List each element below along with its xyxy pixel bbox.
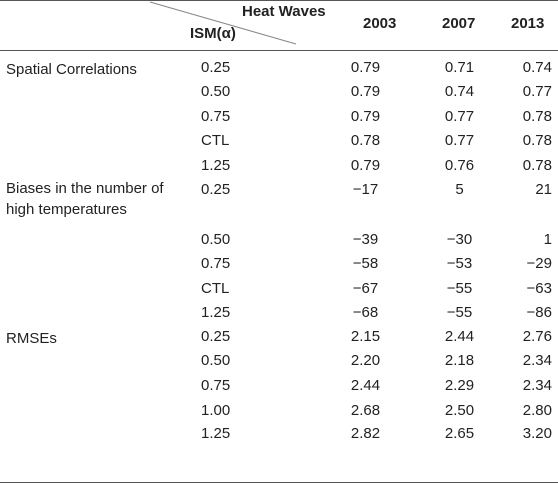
alpha-cell: 1.25 — [201, 425, 231, 442]
value-cell-2007: 0.77 — [444, 132, 475, 149]
header-bottom-rule — [0, 50, 558, 51]
column-group-label: Heat Waves — [242, 3, 326, 20]
alpha-cell: 0.75 — [201, 108, 231, 125]
value-cell-2003: 2.82 — [350, 425, 381, 442]
value-cell-2003: 0.78 — [350, 132, 381, 149]
value-cell-2013: −63 — [526, 280, 552, 297]
alpha-cell: 0.50 — [201, 83, 231, 100]
value-cell-2003: −68 — [352, 304, 379, 321]
alpha-cell: 0.25 — [201, 181, 231, 198]
value-cell-2013: 0.78 — [522, 108, 552, 125]
value-cell-2007: 0.77 — [444, 108, 475, 125]
alpha-cell: CTL — [201, 280, 230, 297]
group-label-line: RMSEs — [6, 330, 57, 347]
group-label-line: high temperatures — [6, 201, 127, 218]
value-cell-2013: 0.78 — [522, 157, 552, 174]
alpha-cell: 0.50 — [201, 352, 231, 369]
value-cell-2007: −55 — [446, 304, 473, 321]
alpha-cell: 0.75 — [201, 377, 231, 394]
value-cell-2007: 2.44 — [444, 328, 475, 345]
table-top-rule — [0, 0, 558, 1]
value-cell-2013: 0.78 — [522, 132, 552, 149]
value-cell-2013: 2.80 — [522, 402, 552, 419]
alpha-cell: 0.25 — [201, 59, 231, 76]
table-header: Heat Waves ISM(α) 2003 2007 2013 — [0, 0, 558, 50]
value-cell-2007: 2.50 — [444, 402, 475, 419]
alpha-cell: 0.75 — [201, 255, 231, 272]
value-cell-2007: 2.18 — [444, 352, 475, 369]
value-cell-2007: 2.29 — [444, 377, 475, 394]
value-cell-2007: 5 — [455, 181, 464, 198]
group-label-line: Spatial Correlations — [6, 61, 137, 78]
value-cell-2013: −86 — [526, 304, 552, 321]
value-cell-2003: 0.79 — [350, 59, 381, 76]
value-cell-2013: 0.74 — [522, 59, 552, 76]
value-cell-2003: −58 — [352, 255, 379, 272]
header-diagonal-line — [149, 1, 297, 45]
alpha-cell: CTL — [201, 132, 230, 149]
value-cell-2007: −30 — [446, 231, 473, 248]
value-cell-2013: 0.77 — [522, 83, 552, 100]
value-cell-2003: 0.79 — [350, 108, 381, 125]
value-cell-2007: −53 — [446, 255, 473, 272]
value-cell-2007: 0.71 — [444, 59, 475, 76]
value-cell-2007: 2.65 — [444, 425, 475, 442]
value-cell-2003: 2.20 — [350, 352, 381, 369]
value-cell-2007: 0.76 — [444, 157, 475, 174]
value-cell-2003: 2.15 — [350, 328, 381, 345]
alpha-cell: 1.25 — [201, 157, 231, 174]
alpha-cell: 1.00 — [201, 402, 231, 419]
alpha-cell: 1.25 — [201, 304, 231, 321]
value-cell-2003: 2.44 — [350, 377, 381, 394]
value-cell-2007: 0.74 — [444, 83, 475, 100]
group-label-text: RMSEs — [6, 328, 57, 349]
year-header-2003: 2003 — [363, 15, 397, 32]
value-cell-2013: −29 — [526, 255, 552, 272]
group-label-line: Biases in the number of — [6, 180, 164, 197]
year-header-2013: 2013 — [511, 15, 545, 32]
value-cell-2003: −17 — [352, 181, 379, 198]
alpha-cell: 0.50 — [201, 231, 231, 248]
row-param-label: ISM(α) — [190, 25, 236, 42]
value-cell-2007: −55 — [446, 280, 473, 297]
value-cell-2013: 2.76 — [522, 328, 552, 345]
value-cell-2013: 3.20 — [522, 425, 552, 442]
group-label-text: Biases in the number of high temperatures — [6, 178, 164, 220]
group-label-text: Spatial Correlations — [6, 59, 137, 80]
value-cell-2003: −67 — [352, 280, 379, 297]
alpha-cell: 0.25 — [201, 328, 231, 345]
value-cell-2013: 1 — [543, 231, 552, 248]
value-cell-2003: −39 — [352, 231, 379, 248]
year-header-2007: 2007 — [442, 15, 476, 32]
value-cell-2003: 0.79 — [350, 83, 381, 100]
value-cell-2003: 0.79 — [350, 157, 381, 174]
value-cell-2013: 2.34 — [522, 352, 552, 369]
value-cell-2013: 21 — [535, 181, 552, 198]
value-cell-2013: 2.34 — [522, 377, 552, 394]
value-cell-2003: 2.68 — [350, 402, 381, 419]
